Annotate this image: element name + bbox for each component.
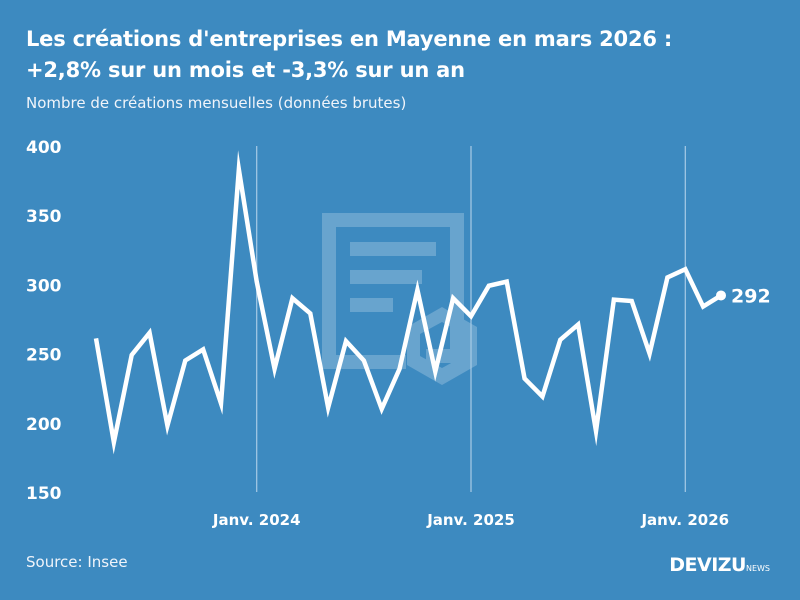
chart-title: Les créations d'entreprises en Mayenne e…: [26, 24, 672, 86]
y-tick-label: 200: [26, 415, 62, 435]
brand-name: DEVIZU: [669, 554, 746, 576]
title-line-2: +2,8% sur un mois et -3,3% sur un an: [26, 58, 465, 82]
x-tick-label: Janv. 2024: [212, 511, 301, 529]
x-tick-label: Janv. 2026: [640, 511, 729, 529]
y-tick-label: 300: [26, 276, 62, 296]
brand-logo: DEVIZUNEWS: [669, 554, 770, 576]
x-tick-label: Janv. 2025: [426, 511, 515, 529]
series-line: [93, 150, 723, 455]
data-point: [716, 290, 726, 301]
y-tick-label: 250: [26, 346, 62, 366]
y-tick-label: 150: [26, 484, 62, 504]
chart-subtitle: Nombre de créations mensuelles (données …: [26, 94, 407, 112]
y-tick-label: 400: [26, 138, 62, 158]
source-note: Source: Insee: [26, 553, 128, 571]
last-value-label: 292: [731, 285, 771, 307]
brand-suffix: NEWS: [745, 564, 770, 573]
y-tick-label: 350: [26, 207, 62, 227]
title-line-1: Les créations d'entreprises en Mayenne e…: [26, 27, 673, 51]
